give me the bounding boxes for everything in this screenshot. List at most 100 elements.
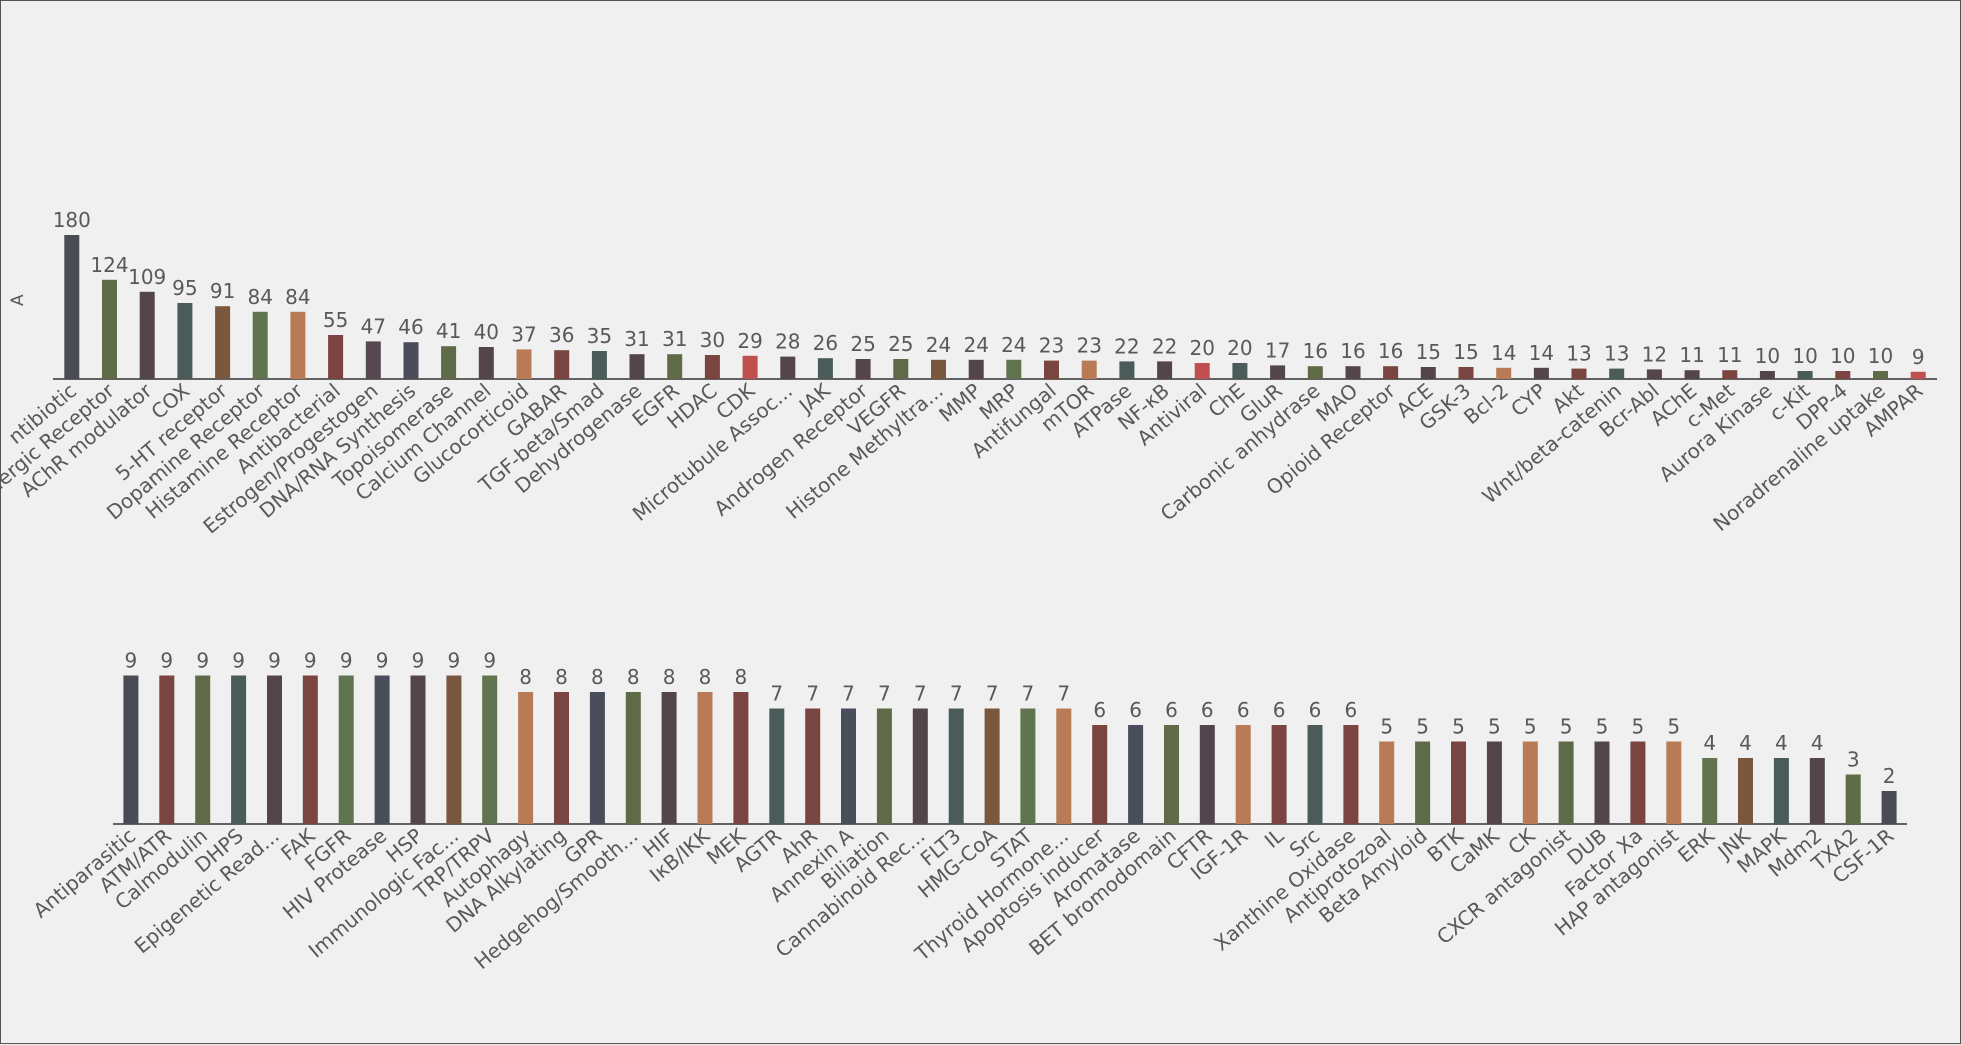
bar [841, 708, 856, 824]
data-label: 5 [1380, 715, 1393, 739]
bar [704, 355, 720, 379]
data-label: 9 [304, 649, 317, 673]
data-label: 5 [1416, 715, 1429, 739]
category-label: CYP [1506, 378, 1550, 421]
bar [855, 359, 871, 379]
data-label: 84 [285, 285, 310, 309]
data-label: 9 [125, 649, 138, 673]
bar [625, 692, 641, 824]
data-label: 6 [1165, 698, 1178, 722]
bar [1646, 369, 1662, 379]
bar [1522, 741, 1538, 824]
data-label: 13 [1604, 342, 1629, 366]
bar [1128, 725, 1144, 824]
data-label: 16 [1340, 339, 1365, 363]
data-label: 7 [770, 682, 783, 706]
bar [591, 351, 607, 379]
data-label: 6 [1309, 698, 1322, 722]
bar [1270, 365, 1286, 379]
data-label: 22 [1114, 334, 1139, 358]
data-label: 8 [663, 665, 676, 689]
data-label: 20 [1189, 336, 1214, 360]
bar [1092, 725, 1108, 824]
bar [1702, 758, 1718, 824]
data-label: 28 [775, 330, 800, 354]
bar [64, 235, 80, 379]
data-label: 5 [1667, 715, 1680, 739]
bar [139, 291, 155, 379]
bar [1496, 367, 1512, 379]
data-label: 24 [1001, 333, 1026, 357]
data-label: 30 [700, 328, 725, 352]
bar [1020, 708, 1036, 824]
data-label: 16 [1378, 339, 1403, 363]
data-label: 46 [398, 315, 423, 339]
bar [123, 675, 139, 824]
bar [1343, 725, 1359, 824]
data-label: 8 [735, 665, 748, 689]
data-label: 9 [196, 649, 209, 673]
bar [302, 675, 318, 824]
data-label: 24 [926, 333, 951, 357]
data-label: 8 [519, 665, 532, 689]
bar [410, 675, 426, 824]
bar [267, 675, 282, 824]
data-label: 6 [1201, 698, 1214, 722]
data-label: 9 [448, 649, 461, 673]
data-label: 5 [1452, 715, 1465, 739]
data-label: 7 [1022, 682, 1035, 706]
data-label: 8 [627, 665, 640, 689]
data-label: 24 [963, 333, 988, 357]
data-label: 31 [662, 327, 687, 351]
data-label: 15 [1453, 340, 1478, 364]
bar [446, 675, 462, 824]
bar [328, 335, 344, 379]
data-label: 12 [1642, 342, 1667, 366]
bar [805, 708, 821, 824]
data-label: 23 [1076, 334, 1101, 358]
bar [1420, 367, 1436, 379]
bar [733, 692, 749, 824]
data-label: 23 [1039, 334, 1064, 358]
data-label: 14 [1529, 341, 1554, 365]
data-label: 6 [1237, 698, 1250, 722]
bar [441, 346, 457, 379]
data-label: 14 [1491, 341, 1516, 365]
bar [403, 342, 419, 379]
data-label: 36 [549, 323, 574, 347]
bar [1873, 371, 1888, 379]
data-label: 6 [1273, 698, 1286, 722]
data-label: 8 [591, 665, 604, 689]
data-label: 35 [587, 324, 612, 348]
bar [1797, 371, 1813, 379]
bar [231, 675, 247, 824]
bar [1345, 366, 1361, 379]
bar [661, 692, 677, 824]
bar [629, 354, 645, 379]
bar [102, 279, 117, 379]
data-label: 10 [1755, 344, 1780, 368]
data-label: 7 [986, 682, 999, 706]
data-label: 9 [412, 649, 425, 673]
bar [1571, 368, 1587, 379]
bar [1684, 370, 1700, 379]
bar [516, 349, 532, 379]
bar [769, 708, 785, 824]
bar [215, 306, 231, 379]
bar [931, 359, 946, 379]
bar [554, 350, 570, 379]
bar [159, 675, 175, 824]
data-label: 41 [436, 319, 461, 343]
data-label: 5 [1560, 715, 1573, 739]
bar [195, 675, 211, 824]
bar [1307, 725, 1323, 824]
bar [1164, 725, 1179, 824]
bar [1910, 371, 1926, 379]
data-label: 5 [1632, 715, 1645, 739]
category-label: IL [1260, 823, 1289, 853]
data-label: 5 [1524, 715, 1537, 739]
data-label: 9 [483, 649, 496, 673]
data-label: 6 [1345, 698, 1358, 722]
data-label: 8 [555, 665, 568, 689]
